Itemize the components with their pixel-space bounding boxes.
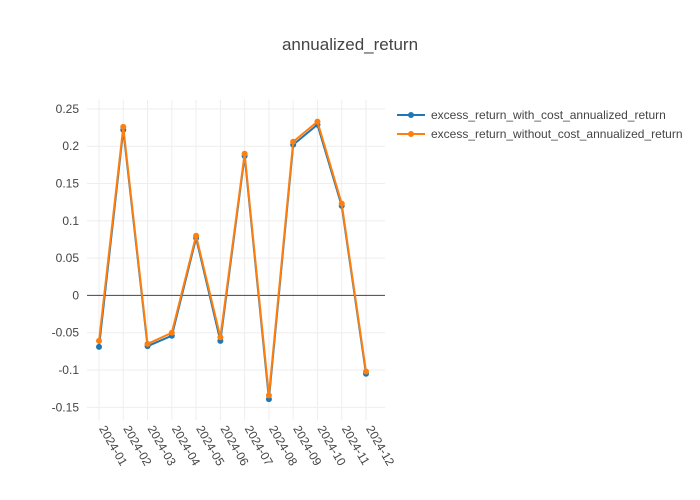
y-tick-label: -0.05 xyxy=(52,326,80,340)
data-point xyxy=(96,343,102,350)
legend[interactable]: excess_return_with_cost_annualized_retur… xyxy=(397,108,683,141)
legend-item-2[interactable]: excess_return_without_cost_annualized_re… xyxy=(397,127,683,141)
legend-swatch-marker xyxy=(408,112,414,118)
data-point xyxy=(168,329,175,336)
series-layer xyxy=(96,118,369,403)
y-axis-ticks: 0.25 0.2 0.15 0.1 0.05 0 -0.05 -0.1 -0.15 xyxy=(52,102,80,414)
y-tick-label: -0.15 xyxy=(52,400,80,414)
data-point xyxy=(241,150,248,157)
data-point xyxy=(193,232,200,239)
series-2 xyxy=(96,118,369,399)
series-line xyxy=(98,120,367,397)
y-tick-label: 0.05 xyxy=(56,251,80,265)
y-tick-label: -0.1 xyxy=(58,363,79,377)
legend-item-1[interactable]: excess_return_with_cost_annualized_retur… xyxy=(397,108,666,122)
data-point xyxy=(290,138,297,145)
data-point xyxy=(363,368,369,375)
data-point xyxy=(144,340,151,347)
data-point xyxy=(265,392,272,399)
y-tick-label: 0.25 xyxy=(56,102,80,116)
data-point xyxy=(338,200,345,207)
data-point xyxy=(314,118,321,125)
legend-label: excess_return_with_cost_annualized_retur… xyxy=(431,108,666,122)
y-tick-label: 0.15 xyxy=(56,177,80,191)
y-tick-label: 0.2 xyxy=(62,139,79,153)
legend-label: excess_return_without_cost_annualized_re… xyxy=(431,127,683,141)
data-point xyxy=(120,123,127,130)
y-tick-label: 0 xyxy=(72,288,79,302)
data-point xyxy=(96,337,102,344)
data-point xyxy=(217,334,224,341)
chart-title: annualized_return xyxy=(282,35,418,54)
y-tick-label: 0.1 xyxy=(62,214,79,228)
legend-swatch-marker xyxy=(408,131,414,137)
